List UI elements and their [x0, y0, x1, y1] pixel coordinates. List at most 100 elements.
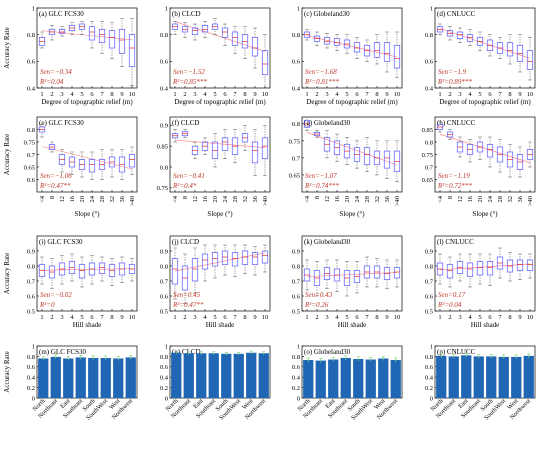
- x-tick-label: 3: [60, 91, 63, 98]
- trend-line: [174, 252, 266, 272]
- bar-4: [221, 351, 232, 398]
- box-0: [436, 253, 444, 285]
- box-8: [251, 129, 259, 176]
- box-iqr: [191, 258, 199, 282]
- stat-r2: R²=0.4*: [172, 182, 197, 190]
- y-tick-label: 0.2: [292, 385, 300, 392]
- y-tick-label: 0.4: [425, 85, 434, 92]
- box-iqr: [261, 250, 269, 264]
- x-tick-label: 2: [50, 91, 53, 98]
- box-6: [98, 21, 106, 54]
- bar-2: [63, 356, 74, 398]
- box-iqr: [383, 42, 391, 62]
- box-4: [343, 137, 351, 165]
- box-5: [221, 23, 229, 46]
- box-6: [231, 244, 239, 277]
- box-1: [446, 26, 454, 41]
- box-5: [486, 34, 494, 57]
- box-6: [231, 129, 239, 164]
- box-3: [68, 22, 76, 35]
- x-tick-label: 24: [89, 195, 96, 202]
- bar-4: [353, 356, 364, 398]
- y-tick-label: 1: [165, 5, 168, 12]
- box-9: [393, 259, 401, 288]
- x-tick-label: 9: [385, 314, 388, 321]
- y-tick-label: 0.9: [27, 248, 35, 255]
- y-tick-label: 0: [430, 395, 433, 402]
- x-tick-label: 32: [507, 196, 514, 203]
- y-tick-label: 0.8: [292, 263, 300, 270]
- box-4: [343, 261, 351, 297]
- box-iqr: [261, 137, 269, 160]
- stat-sen: Sen=−0.41: [173, 172, 205, 180]
- y-tick-label: 0.7: [425, 164, 434, 171]
- bar: [221, 353, 232, 398]
- box-0: [436, 23, 444, 35]
- box-1: [48, 25, 56, 41]
- box-0: [38, 124, 46, 138]
- plot-frame: [301, 7, 403, 89]
- box-iqr: [456, 31, 464, 40]
- box-6: [98, 149, 106, 180]
- x-tick-label: 9: [253, 314, 256, 321]
- x-tick-label: 20: [212, 196, 219, 203]
- x-tick-label: 28: [364, 196, 371, 203]
- stat-r2: R²=0.26: [304, 301, 329, 309]
- plot-frame: [169, 116, 271, 193]
- box-8: [516, 146, 524, 178]
- plot-frame: [169, 7, 271, 89]
- trend-line: [174, 139, 266, 148]
- box-2: [323, 33, 331, 49]
- x-tick-label: 10: [527, 91, 534, 98]
- y-tick-label: 0.75: [289, 138, 300, 145]
- box-3: [68, 253, 76, 282]
- y-tick-label: 0.6: [425, 59, 434, 66]
- x-tick-label: 9: [253, 91, 256, 98]
- y-axis-label: Accuracy Rate: [3, 27, 11, 68]
- box-7: [506, 144, 514, 178]
- box-iqr: [231, 31, 239, 46]
- x-tick-label: 10: [394, 314, 401, 321]
- box-iqr: [98, 28, 106, 44]
- box-iqr: [171, 258, 179, 285]
- y-tick-label: 0.7: [292, 155, 301, 162]
- box-iqr: [363, 147, 371, 166]
- x-tick-label: 32: [374, 196, 381, 203]
- x-axis-label: Slope (°): [207, 210, 233, 218]
- box-5: [88, 21, 96, 49]
- box-0: [303, 29, 311, 41]
- y-tick-label: 0.7: [292, 278, 301, 285]
- trend-line: [439, 28, 531, 59]
- x-tick-label: 8: [110, 91, 113, 98]
- box-0: [303, 116, 311, 131]
- box-iqr: [373, 42, 381, 58]
- box-0: [171, 21, 179, 35]
- x-tick-label: 6: [90, 91, 94, 98]
- box-4: [476, 31, 484, 51]
- box-iqr: [128, 154, 136, 168]
- box-5: [353, 140, 361, 169]
- box-iqr: [221, 137, 229, 151]
- x-tick-label: 7: [100, 91, 104, 98]
- x-tick-label: 7: [233, 314, 237, 321]
- x-tick-label: 1: [305, 91, 308, 98]
- box-0: [38, 31, 46, 49]
- y-tick-label: 1: [430, 343, 433, 350]
- x-tick-label: 36: [252, 195, 259, 202]
- box-4: [476, 253, 484, 285]
- x-tick-label: 9: [518, 314, 521, 321]
- x-tick-label: 2: [50, 314, 53, 321]
- x-tick-label: 5: [213, 91, 216, 98]
- box-8: [118, 18, 126, 67]
- x-tick-label: 7: [100, 314, 104, 321]
- x-tick-label: 1: [173, 91, 176, 98]
- y-tick-label: 0.75: [422, 152, 433, 159]
- x-tick-label: 3: [60, 314, 63, 321]
- x-tick-label: 32: [109, 196, 116, 203]
- x-axis-label: Slope (°): [339, 210, 365, 218]
- x-axis-label: Degree of topographic relief (m): [439, 98, 531, 106]
- x-tick-label: 3: [458, 91, 461, 98]
- y-tick-label: 0.8: [27, 263, 35, 270]
- panel-g: 0.65 0.7 0.75 0.8 (g) Globeland30 <4 8 12 16 20 24…: [289, 116, 403, 218]
- stat-sen: Sen=−0.02: [40, 291, 72, 299]
